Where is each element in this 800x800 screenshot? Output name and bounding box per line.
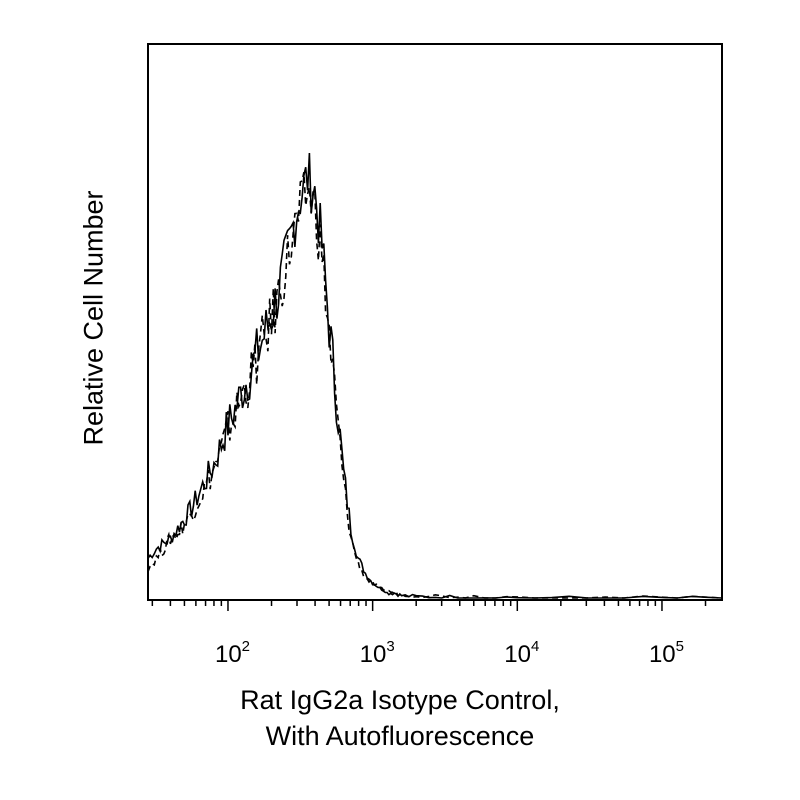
x-axis-label-line-1: Rat IgG2a Isotype Control,: [240, 685, 560, 715]
histogram-series-dashed: [147, 172, 723, 599]
x-tick-label: 102: [215, 638, 250, 668]
x-tick-label: 104: [504, 638, 539, 668]
x-axis-label-line-2: With Autofluorescence: [265, 721, 535, 751]
y-axis-label: Relative Cell Number: [78, 190, 109, 446]
plot-frame: [147, 43, 723, 601]
x-tick-label: 103: [360, 638, 395, 668]
x-axis-label: Rat IgG2a Isotype Control, With Autofluo…: [240, 682, 560, 754]
x-tick-label: 105: [649, 638, 684, 668]
histogram-series-solid: [147, 152, 723, 599]
